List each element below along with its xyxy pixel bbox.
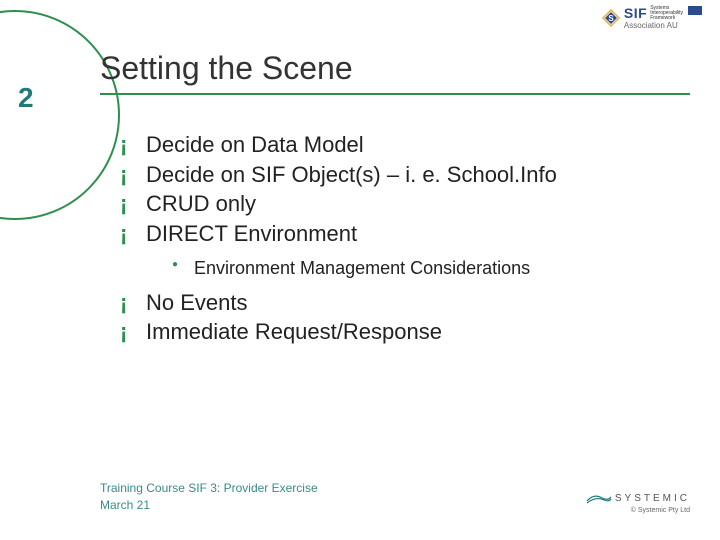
footer-left: Training Course SIF 3: Provider Exercise…	[100, 480, 318, 514]
bullet-item: Decide on Data Model	[120, 130, 690, 160]
slide: 2 S SIF Systems Interoperability Framewo…	[0, 0, 720, 540]
bullet-list: Decide on Data Model Decide on SIF Object…	[120, 130, 690, 347]
circle-decoration	[0, 10, 120, 220]
copyright-text: © Systemic Pty Ltd	[631, 507, 690, 514]
sif-logo-text: SIF	[624, 6, 647, 20]
title-area: Setting the Scene	[100, 50, 690, 95]
svg-text:S: S	[608, 14, 614, 23]
footer-course-title: Training Course SIF 3: Provider Exercise	[100, 480, 318, 497]
bullet-item: Decide on SIF Object(s) – i. e. School.I…	[120, 160, 690, 190]
sub-bullet-list: Environment Management Considerations	[146, 255, 690, 282]
systemic-swoosh-icon	[586, 491, 612, 505]
footer-right: SYSTEMIC © Systemic Pty Ltd	[586, 491, 690, 514]
bullet-text: Decide on Data Model	[146, 132, 364, 157]
sub-bullet-item: Environment Management Considerations	[146, 255, 690, 282]
bullet-item: No Events	[120, 288, 690, 318]
systemic-brand-text: SYSTEMIC	[615, 493, 690, 504]
bullet-text: DIRECT Environment	[146, 221, 357, 246]
sif-logo: S SIF Systems Interoperability Framework…	[602, 6, 702, 30]
footer: Training Course SIF 3: Provider Exercise…	[100, 480, 690, 514]
sif-diamond-icon: S	[602, 9, 620, 27]
au-flag-icon	[688, 6, 702, 15]
sif-association-label: Association AU	[624, 22, 702, 30]
bullet-text: Decide on SIF Object(s) – i. e. School.I…	[146, 162, 557, 187]
bullet-item: Immediate Request/Response	[120, 317, 690, 347]
bullet-text: No Events	[146, 290, 248, 315]
slide-title: Setting the Scene	[100, 50, 690, 95]
bullet-text: CRUD only	[146, 191, 256, 216]
bullet-text: Immediate Request/Response	[146, 319, 442, 344]
footer-date: March 21	[100, 497, 318, 514]
content-area: Decide on Data Model Decide on SIF Object…	[120, 130, 690, 347]
page-number: 2	[18, 82, 34, 114]
systemic-logo: SYSTEMIC	[586, 491, 690, 505]
bullet-item: DIRECT Environment Environment Management…	[120, 219, 690, 282]
bullet-item: CRUD only	[120, 189, 690, 219]
